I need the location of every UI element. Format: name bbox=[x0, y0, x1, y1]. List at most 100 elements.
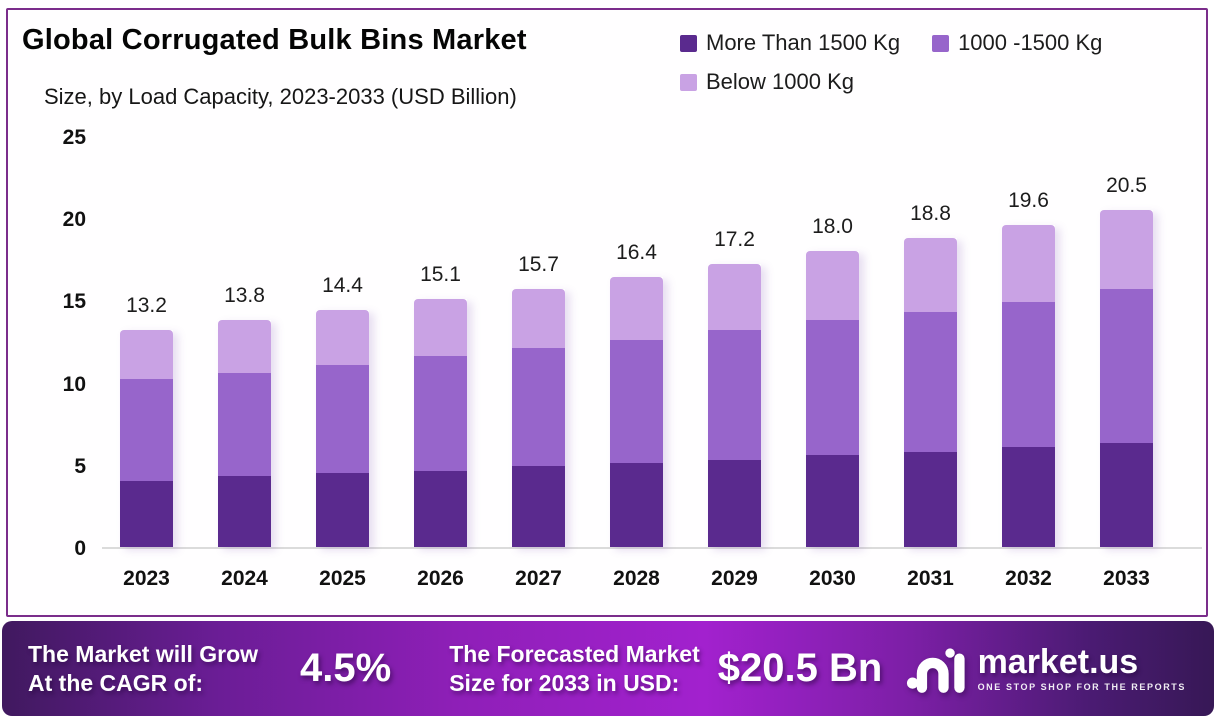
bar-segment-2 bbox=[1100, 210, 1153, 289]
y-axis: 0 5 10 15 20 25 bbox=[26, 126, 86, 560]
cagr-label-line2: At the CAGR of: bbox=[28, 669, 204, 696]
forecast-label-line1: The Forecasted Market bbox=[449, 640, 700, 667]
chart-title: Global Corrugated Bulk Bins Market bbox=[22, 24, 527, 56]
bar-segment-0 bbox=[708, 459, 761, 547]
x-tick-label: 2033 bbox=[1103, 567, 1150, 590]
bar-segment-2 bbox=[708, 264, 761, 330]
stacked-bar-2032 bbox=[1002, 224, 1055, 547]
stacked-bar-2029 bbox=[708, 264, 761, 547]
bar-segment-0 bbox=[1002, 446, 1055, 547]
bar-segment-2 bbox=[806, 251, 859, 321]
plot-area: 13.2 13.8 14.4 15.1 15.7 16.4 17.2 18.0 18.8 19.6… bbox=[102, 138, 1202, 549]
bar-segment-0 bbox=[610, 463, 663, 547]
x-tick-label: 2031 bbox=[907, 567, 954, 590]
bar-value-label: 18.8 bbox=[910, 201, 951, 225]
legend-item-1: 1000 -1500 Kg bbox=[932, 30, 1102, 56]
x-axis: 2023 2024 2025 2026 2027 2028 2029 2030 2031 2032… bbox=[102, 561, 1202, 595]
legend-label: Below 1000 Kg bbox=[706, 69, 854, 94]
bar-segment-1 bbox=[1100, 288, 1153, 444]
marketus-icon bbox=[906, 647, 965, 693]
legend-swatch-icon bbox=[680, 34, 697, 52]
stacked-bar-2033 bbox=[1100, 210, 1153, 547]
bar-segment-1 bbox=[1002, 302, 1055, 447]
x-tick-label: 2024 bbox=[221, 567, 268, 590]
y-tick-label: 5 bbox=[74, 454, 86, 478]
y-tick-label: 0 bbox=[74, 537, 86, 560]
bar-segment-1 bbox=[610, 339, 663, 464]
bar-segment-2 bbox=[904, 237, 957, 312]
cagr-label-line1: The Market will Grow bbox=[28, 640, 259, 667]
bar-segment-2 bbox=[218, 320, 271, 373]
x-tick-label: 2032 bbox=[1005, 567, 1052, 590]
x-tick-label: 2026 bbox=[417, 567, 464, 590]
stacked-bar-2023 bbox=[120, 330, 173, 547]
bar-segment-0 bbox=[120, 481, 173, 547]
brand-tagline: ONE STOP SHOP FOR THE REPORTS bbox=[977, 682, 1186, 692]
stacked-bar-2025 bbox=[316, 310, 369, 547]
bar-value-label: 19.6 bbox=[1008, 188, 1049, 212]
x-tick-label: 2028 bbox=[613, 567, 660, 590]
cagr-value: 4.5% bbox=[300, 646, 392, 690]
x-tick-label: 2029 bbox=[711, 567, 758, 590]
stacked-bar-2031 bbox=[904, 237, 957, 547]
bar-segment-2 bbox=[512, 288, 565, 349]
forecast-value: $20.5 Bn bbox=[717, 646, 883, 690]
bar-segment-1 bbox=[316, 364, 369, 474]
bar-segment-0 bbox=[218, 476, 271, 547]
forecast-label-line2: Size for 2033 in USD: bbox=[449, 669, 680, 696]
bar-segment-1 bbox=[806, 320, 859, 455]
y-tick-label: 20 bbox=[62, 208, 86, 232]
x-tick-label: 2030 bbox=[809, 567, 856, 590]
bar-segment-0 bbox=[904, 451, 957, 547]
chart-legend: More Than 1500 Kg 1000 -1500 Kg Below 1000… bbox=[680, 30, 1204, 95]
forecast-label: The Forecasted Market Size for 2033 in U… bbox=[449, 640, 700, 698]
y-tick-label: 25 bbox=[62, 126, 86, 149]
bar-segment-1 bbox=[218, 372, 271, 477]
footer-banner: The Market will Grow At the CAGR of: 4.5… bbox=[2, 621, 1214, 716]
bar-segment-0 bbox=[512, 466, 565, 547]
stacked-bar-2026 bbox=[414, 298, 467, 547]
legend-item-0: More Than 1500 Kg bbox=[680, 30, 900, 56]
bar-segment-2 bbox=[120, 330, 173, 380]
brand-name: market.us bbox=[977, 643, 1139, 681]
bar-value-label: 17.2 bbox=[714, 228, 755, 252]
bar-segment-2 bbox=[316, 310, 369, 365]
stacked-bar-2027 bbox=[512, 288, 565, 547]
bar-value-label: 13.8 bbox=[224, 284, 265, 308]
y-tick-label: 15 bbox=[62, 290, 86, 314]
bar-segment-1 bbox=[708, 330, 761, 460]
bar-segment-0 bbox=[316, 473, 369, 547]
bar-segment-1 bbox=[512, 348, 565, 467]
bar-segment-0 bbox=[806, 454, 859, 547]
x-tick-label: 2023 bbox=[123, 567, 170, 590]
legend-swatch-icon bbox=[932, 34, 950, 52]
bar-segment-1 bbox=[120, 379, 173, 482]
cagr-label: The Market will Grow At the CAGR of: bbox=[28, 640, 258, 698]
bar-value-label: 13.2 bbox=[126, 294, 167, 317]
bar-value-label: 20.5 bbox=[1106, 173, 1147, 197]
brand-logo: market.us ONE STOP SHOP FOR THE REPORTS bbox=[906, 644, 1186, 694]
x-tick-label: 2027 bbox=[515, 567, 562, 590]
bar-segment-2 bbox=[414, 298, 467, 357]
bar-value-label: 14.4 bbox=[322, 274, 363, 298]
bar-segment-1 bbox=[414, 356, 467, 472]
bar-segment-2 bbox=[610, 277, 663, 340]
legend-item-2: Below 1000 Kg bbox=[680, 69, 854, 95]
bar-value-label: 15.1 bbox=[420, 262, 461, 286]
x-tick-label: 2025 bbox=[319, 567, 366, 590]
bar-segment-0 bbox=[414, 471, 467, 547]
y-tick-label: 10 bbox=[62, 372, 86, 396]
chart-panel: Global Corrugated Bulk Bins Market Size,… bbox=[6, 8, 1208, 617]
legend-label: More Than 1500 Kg bbox=[706, 30, 901, 55]
bar-value-label: 16.4 bbox=[616, 241, 657, 265]
stacked-bar-2028 bbox=[610, 277, 663, 547]
bar-value-label: 15.7 bbox=[518, 252, 559, 276]
bar-segment-2 bbox=[1002, 224, 1055, 303]
brand-text: market.us ONE STOP SHOP FOR THE REPORTS bbox=[978, 645, 1186, 692]
bar-segment-0 bbox=[1100, 443, 1153, 547]
bar-value-label: 18.0 bbox=[812, 215, 853, 239]
legend-label: 1000 -1500 Kg bbox=[958, 30, 1103, 55]
bar-segment-1 bbox=[904, 311, 957, 452]
chart-subtitle: Size, by Load Capacity, 2023-2033 (USD B… bbox=[44, 84, 517, 109]
